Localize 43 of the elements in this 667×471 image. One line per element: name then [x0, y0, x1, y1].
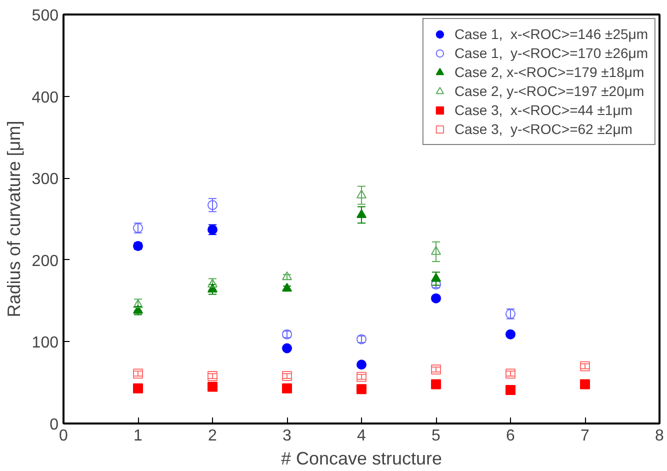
- point: [431, 364, 441, 375]
- point: [431, 246, 441, 255]
- point: [356, 360, 366, 370]
- legend-label: Case 1, x-<ROC>=146 ±25μm: [454, 25, 648, 43]
- y-tick-label: 400: [32, 89, 59, 106]
- point: [356, 209, 366, 218]
- point: [282, 383, 292, 394]
- x-tick-label: 6: [506, 428, 516, 444]
- point: [282, 271, 292, 280]
- point: [506, 384, 516, 395]
- point: [208, 382, 218, 392]
- point: [133, 299, 143, 308]
- point: [506, 329, 516, 340]
- y-tick-label: 0: [50, 416, 59, 434]
- point: [580, 379, 590, 390]
- x-tick-label: 2: [208, 428, 218, 444]
- x-tick-label: 8: [655, 428, 664, 444]
- point: [431, 379, 441, 390]
- point: [133, 383, 143, 394]
- x-axis-title: # Concave structure: [280, 448, 442, 468]
- x-tick-label: 1: [134, 428, 143, 444]
- legend-label: Case 2, x-<ROC>=179 ±18μm: [454, 63, 644, 81]
- point: [208, 278, 218, 288]
- y-tick-label: 100: [32, 334, 59, 352]
- x-tick-label: 4: [357, 428, 366, 444]
- y-tick-label: 300: [32, 171, 59, 188]
- y-tick-label: 500: [32, 8, 59, 24]
- point: [356, 384, 366, 394]
- x-tick-label: 5: [432, 428, 441, 444]
- x-tick-label: 3: [282, 428, 292, 444]
- point: [282, 282, 292, 292]
- point: [282, 343, 292, 354]
- legend-label: Case 3, x-<ROC>=44 ±1μm: [454, 101, 632, 119]
- y-tick-label: 200: [32, 252, 59, 270]
- legend-label: Case 3, y-<ROC>=62 ±2μm: [454, 120, 632, 138]
- legend-label: Case 2, y-<ROC>=197 ±20μm: [454, 82, 644, 100]
- x-tick-label: 7: [580, 428, 590, 444]
- y-axis-title: Radius of curvature [μm]: [4, 120, 24, 318]
- point: [431, 273, 441, 282]
- legend-label: Case 1, y-<ROC>=170 ±26μm: [454, 44, 648, 62]
- point: [356, 190, 366, 198]
- point: [208, 284, 218, 292]
- point: [431, 293, 441, 304]
